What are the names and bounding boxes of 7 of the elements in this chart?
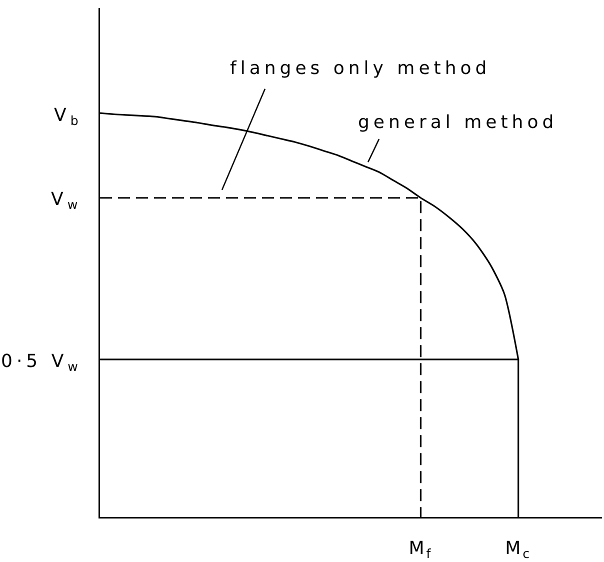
x-tick-label: M$_{f}$ bbox=[408, 538, 433, 561]
text: flanges only method bbox=[230, 58, 491, 79]
series-label: general method bbox=[358, 112, 558, 133]
text: V$_{b}$ bbox=[54, 105, 82, 128]
x-tick-label: M$_{c}$ bbox=[505, 538, 532, 561]
text: V$_{w}$ bbox=[51, 189, 82, 212]
text: 0·5 V$_{w}$ bbox=[1, 351, 82, 374]
